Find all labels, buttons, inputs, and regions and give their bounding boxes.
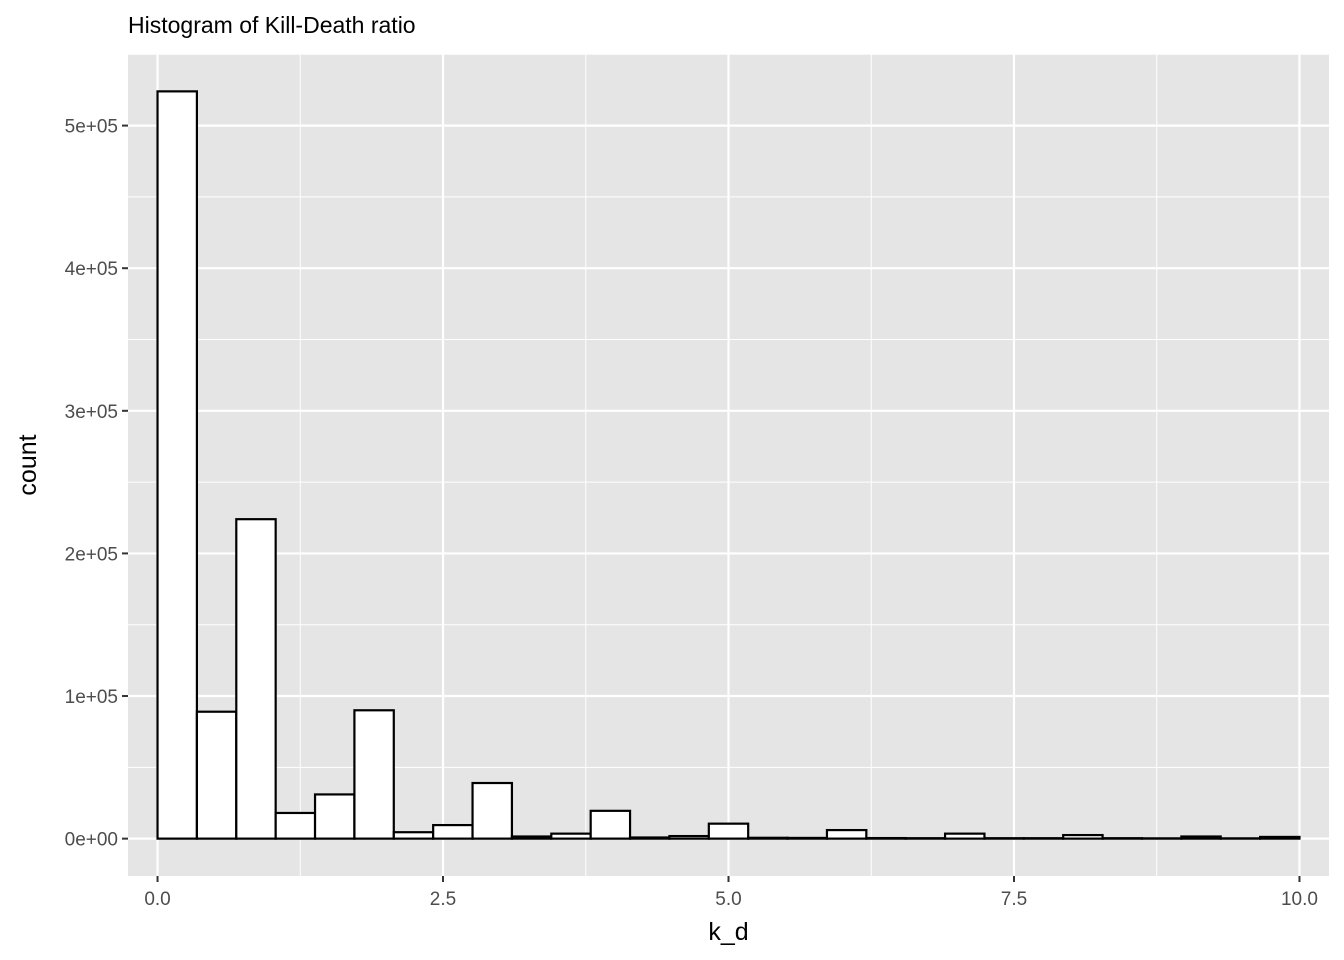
x-axis-ticks: 0.0 2.5 5.0 7.5 10.0 [144, 876, 1318, 910]
histogram-bar [471, 781, 514, 840]
y-tick-label: 3e+05 [65, 402, 118, 423]
histogram-bar [235, 518, 277, 840]
y-tick-label: 2e+05 [65, 544, 118, 565]
x-tick-label: 2.5 [430, 889, 456, 910]
histogram-bar [432, 823, 474, 840]
histogram-bar [195, 710, 238, 840]
histogram-bar [156, 90, 199, 840]
y-axis-ticks: 0e+00 1e+05 2e+05 3e+05 4e+05 5e+05 [65, 117, 128, 851]
x-tick-label: 5.0 [715, 889, 741, 910]
y-axis-title: count [14, 434, 42, 495]
histogram-bar [943, 832, 986, 840]
histogram-bar [747, 836, 789, 840]
histogram-bar [589, 809, 632, 840]
histogram-bar [628, 836, 671, 840]
histogram-bar [510, 835, 553, 840]
x-tick-label: 0.0 [144, 889, 170, 910]
histogram-bar [1258, 835, 1301, 840]
histogram-bar [707, 822, 750, 840]
histogram-bar [865, 836, 907, 840]
histogram-bar [353, 709, 395, 840]
histogram-bar [1062, 833, 1104, 840]
x-tick-label: 10.0 [1281, 889, 1318, 910]
histogram-bar [1180, 835, 1222, 840]
histogram-bar [274, 811, 317, 840]
y-tick-label: 0e+00 [65, 830, 118, 851]
histogram-bar [825, 828, 868, 840]
histogram-bar [668, 834, 710, 840]
histogram-bars [156, 90, 1301, 840]
chart-title: Histogram of Kill-Death ratio [128, 12, 416, 38]
histogram-bar [786, 836, 829, 840]
x-axis-title: k_d [708, 918, 748, 946]
histogram-bar [313, 793, 356, 840]
histogram-bar [550, 832, 592, 840]
x-tick-label: 7.5 [1001, 889, 1027, 910]
y-tick-label: 1e+05 [65, 687, 118, 708]
y-tick-label: 5e+05 [65, 117, 118, 138]
y-tick-label: 4e+05 [65, 259, 118, 280]
histogram-bar [392, 831, 435, 840]
